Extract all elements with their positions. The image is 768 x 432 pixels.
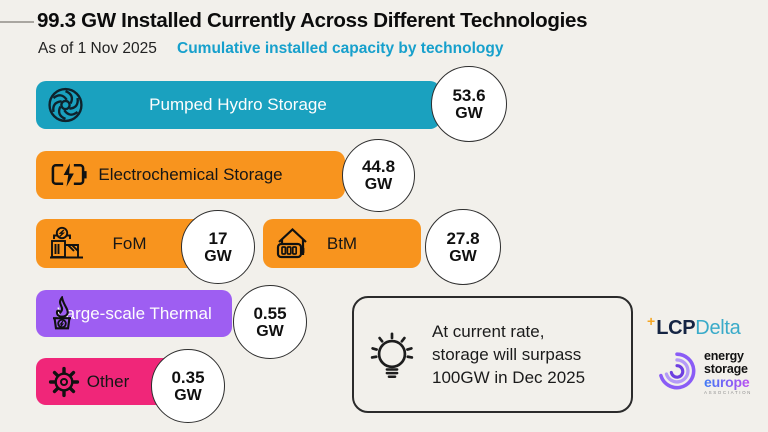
- gear-icon: [48, 366, 80, 398]
- value-badge-pumped-hydro: 53.6 GW: [431, 66, 507, 142]
- chart-subtitle: Cumulative installed capacity by technol…: [177, 40, 504, 57]
- bar-pumped-hydro-storage: Pumped Hydro Storage: [36, 81, 440, 129]
- badge-value: 0.35: [171, 367, 205, 387]
- bar-label: Electrochemical Storage: [98, 165, 283, 184]
- ese-word-energy: energy: [704, 349, 744, 363]
- bar-label: Pumped Hydro Storage: [149, 95, 327, 114]
- badge-unit: GW: [455, 104, 483, 122]
- flame-icon: [46, 295, 78, 332]
- page-title: 99.3 GW Installed Currently Across Diffe…: [37, 9, 588, 32]
- value-badge-large-scale-thermal: 0.55 GW: [233, 285, 307, 359]
- badge-value: 17: [208, 228, 228, 248]
- value-badge-fom: 17 GW: [181, 210, 255, 284]
- ese-word-association: ASSOCIATION: [704, 390, 753, 395]
- lcp-plus-mark: +: [647, 313, 656, 329]
- battery-bolt-icon: [50, 162, 87, 189]
- bar-electrochemical-storage: Electrochemical Storage: [36, 151, 345, 199]
- badge-unit: GW: [449, 247, 477, 265]
- value-badge-electrochemical: 44.8 GW: [342, 139, 415, 212]
- title-tick-line: [0, 21, 34, 23]
- ese-word-europe: europe: [704, 375, 752, 390]
- value-badge-btm: 27.8 GW: [425, 209, 501, 285]
- as-of-date: As of 1 Nov 2025: [38, 40, 157, 57]
- badge-value: 0.55: [253, 303, 287, 323]
- bar-btm: BtM: [263, 219, 421, 268]
- power-station-icon: [48, 225, 86, 263]
- lcp-wordmark: LCP: [656, 317, 696, 339]
- badge-unit: GW: [174, 386, 202, 404]
- home-battery-icon: [273, 226, 311, 262]
- bar-label: BtM: [326, 233, 358, 253]
- bar-label: Other: [86, 371, 130, 391]
- badge-value: 27.8: [446, 228, 480, 248]
- ese-word-storage: storage: [704, 361, 748, 376]
- ese-swirl-icon: [656, 350, 698, 396]
- value-badge-other: 0.35 GW: [151, 349, 225, 423]
- lcpdelta-logo: +LCPDelta: [647, 313, 741, 340]
- forecast-line-2: storage will surpass: [432, 345, 582, 364]
- badge-value: 53.6: [452, 85, 486, 105]
- lightbulb-icon: [364, 324, 420, 386]
- turbine-icon: [47, 87, 84, 124]
- bar-label: FoM: [112, 233, 147, 253]
- delta-wordmark: Delta: [695, 317, 741, 339]
- bar-large-scale-thermal: Large-scale Thermal: [36, 290, 232, 337]
- forecast-text: At current rate, storage will surpass 10…: [432, 320, 585, 389]
- bar-label: Large-scale Thermal: [56, 303, 212, 323]
- forecast-line-1: At current rate,: [432, 322, 545, 341]
- forecast-callout: At current rate, storage will surpass 10…: [352, 296, 633, 413]
- badge-unit: GW: [204, 247, 232, 265]
- badge-value: 44.8: [361, 157, 396, 176]
- energy-storage-europe-logo: energy storage europe ASSOCIATION: [656, 350, 752, 396]
- forecast-line-3: 100GW in Dec 2025: [432, 368, 586, 387]
- badge-unit: GW: [256, 322, 284, 340]
- badge-unit: GW: [364, 176, 393, 193]
